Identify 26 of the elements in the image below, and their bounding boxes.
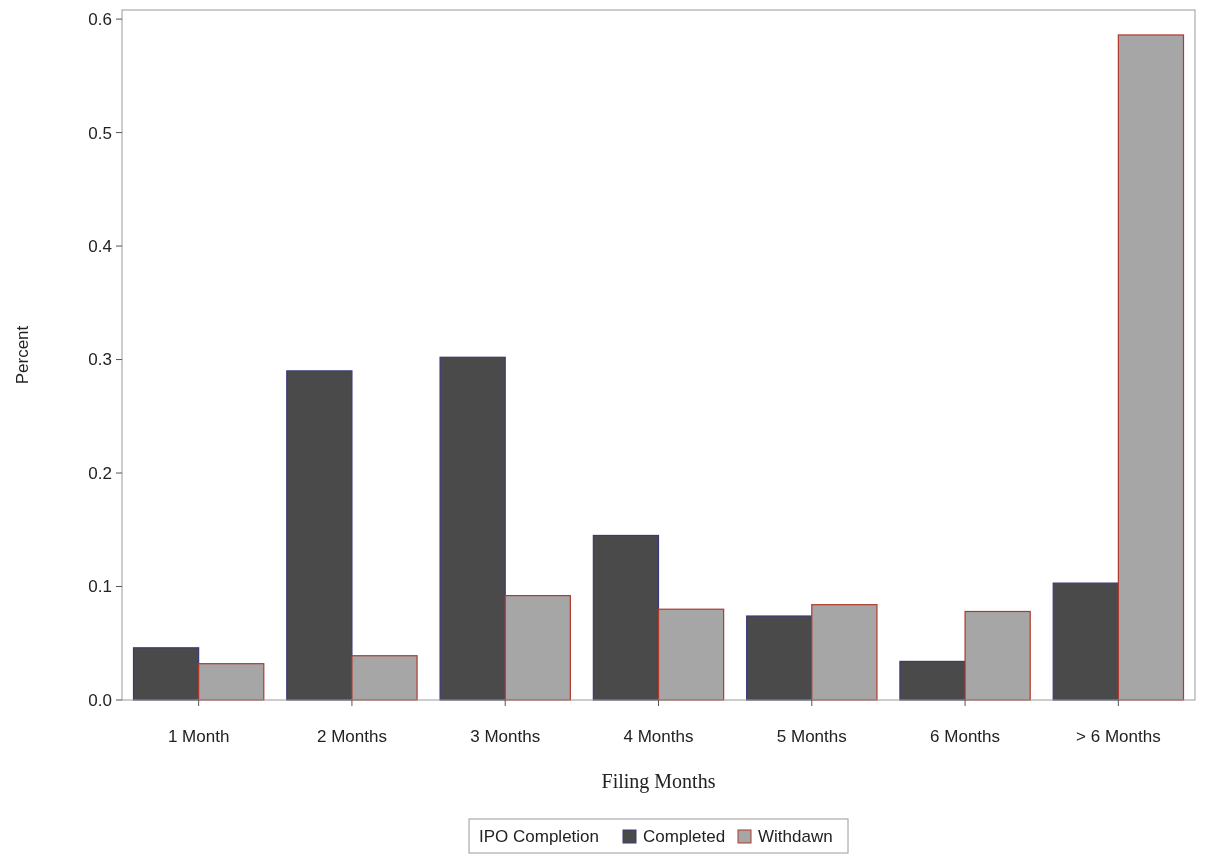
y-tick-label: 0.6 [88,10,112,30]
x-tick-label: 5 Months [776,727,847,746]
legend-label: Withdawn [758,826,833,846]
x-tick-label: 4 Months [623,727,694,746]
bar [1052,582,1119,701]
y-tick-label: 0.5 [88,123,112,143]
legend-title: IPO Completion [479,826,599,846]
y-axis-title: Percent [13,325,32,385]
y-tick-label: 0.3 [88,350,112,370]
bar [286,370,353,701]
y-tick-label: 0.2 [88,463,112,483]
legend-label: Completed [643,826,726,846]
y-tick-label: 0.1 [88,577,112,597]
bar [439,356,506,701]
y-tick-label: 0.4 [88,237,112,256]
x-tick-label: 2 Months [316,727,387,746]
bar [899,660,966,701]
y-tick-label: 0.0 [88,690,112,710]
bar [592,534,660,701]
bar [132,647,200,701]
x-axis-title: Filing Months [601,770,716,793]
bar [746,615,813,701]
x-tick-label: 6 Months [930,727,1001,746]
x-tick-label: 3 Months [470,727,541,746]
x-tick-label: 1 Month [167,727,230,746]
x-tick-label: > 6 Months [1076,727,1161,746]
